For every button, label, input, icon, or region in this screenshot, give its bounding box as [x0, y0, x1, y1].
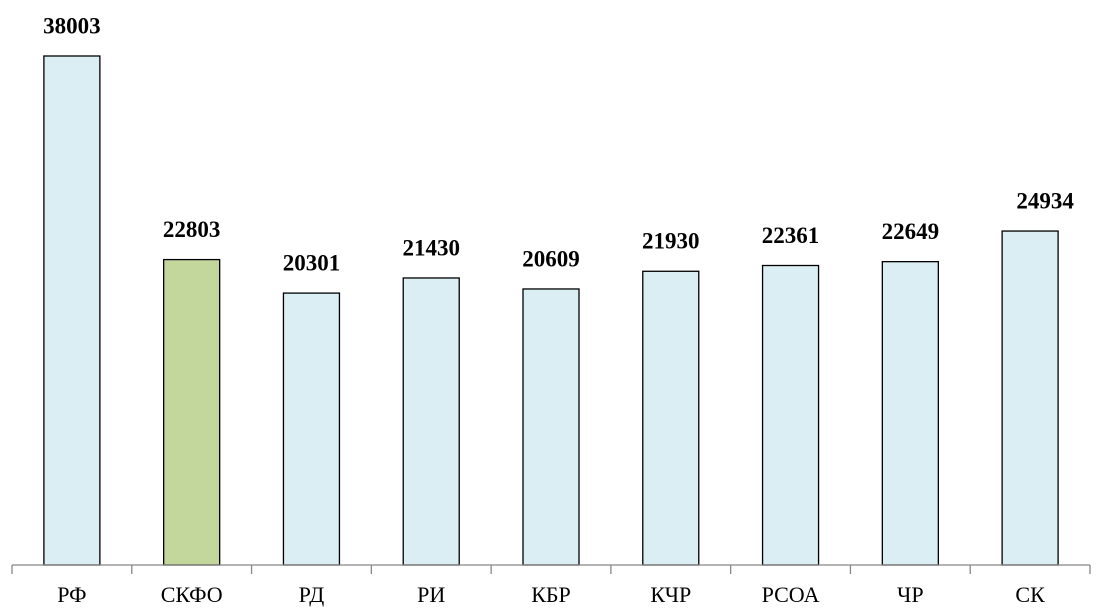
bar	[881, 260, 939, 566]
x-tick-label: РСОА	[762, 582, 820, 607]
bar	[43, 55, 101, 566]
bar	[402, 277, 460, 566]
value-label: 24934	[1016, 188, 1074, 213]
value-label: 22803	[163, 217, 221, 242]
bar	[282, 292, 341, 566]
x-tick-label: РИ	[417, 582, 445, 607]
value-label: 22649	[882, 219, 940, 244]
bar	[163, 258, 221, 566]
x-tick-label: РД	[299, 582, 325, 607]
x-tick-label: РФ	[57, 582, 86, 607]
x-tick-label: СК	[1015, 582, 1045, 607]
value-label: 20609	[522, 246, 580, 271]
x-tick-label: ЧР	[897, 582, 924, 607]
x-tick-label: КЧР	[650, 582, 691, 607]
x-tick-label: СКФО	[161, 582, 223, 607]
bar	[761, 264, 820, 566]
value-label: 21930	[642, 229, 700, 254]
value-label: 20301	[283, 250, 341, 275]
bar	[642, 270, 700, 566]
value-label: 21430	[402, 235, 460, 260]
bar	[1001, 230, 1059, 566]
value-label: 38003	[43, 13, 101, 38]
x-tick-label: КБР	[531, 582, 571, 607]
bar	[522, 288, 580, 566]
value-label: 22361	[762, 223, 820, 248]
